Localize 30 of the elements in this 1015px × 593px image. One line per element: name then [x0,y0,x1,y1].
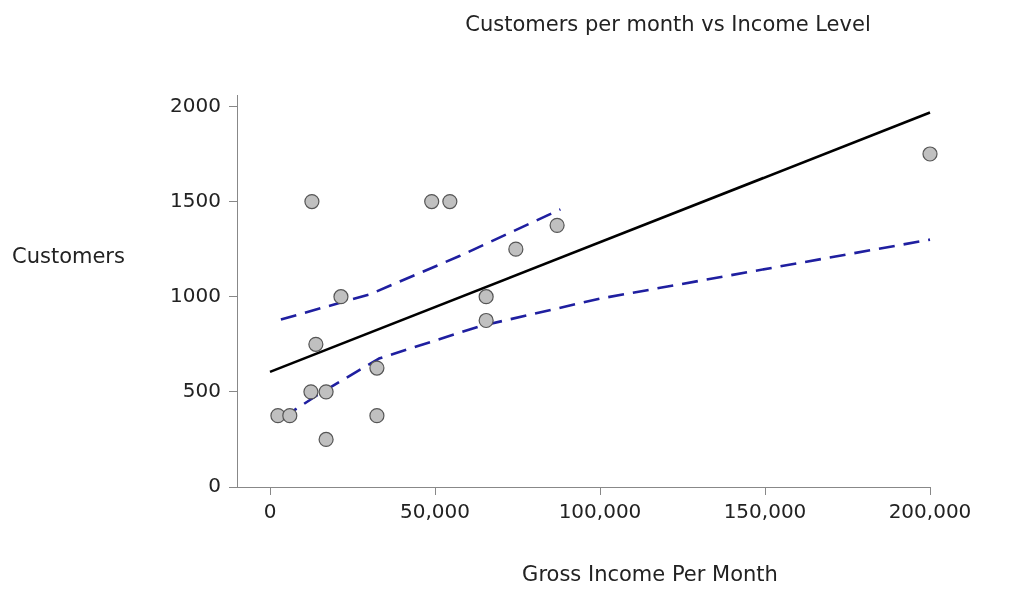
point [308,336,324,352]
line-series [279,208,562,321]
point [282,408,298,424]
point [549,217,565,233]
x-tick-label: 0 [263,499,277,524]
y-tick-label: 500 [182,378,221,403]
x-axis-title: Gross Income Per Month [522,562,778,586]
point [424,193,440,210]
point [303,384,319,400]
y-tick-label: 1000 [170,282,221,307]
point [369,408,385,424]
point [922,146,938,162]
point [478,312,494,329]
point [333,289,349,305]
point [318,384,334,400]
x-tick-label: 50,000 [400,499,470,524]
point [318,431,334,448]
point [508,241,524,257]
y-axis-title: Customers [12,244,125,268]
y-tick-label: 1500 [170,187,221,212]
y-tick-label: 0 [208,473,221,498]
chart-title: Customers per month vs Income Level [465,12,871,36]
x-tick-label: 100,000 [558,499,642,524]
point [442,193,458,210]
point [304,193,320,210]
x-tick-label: 200,000 [888,499,972,524]
point [478,289,494,305]
point [369,360,385,376]
y-tick-label: 2000 [170,92,221,117]
x-tick-label: 150,000 [723,499,807,524]
